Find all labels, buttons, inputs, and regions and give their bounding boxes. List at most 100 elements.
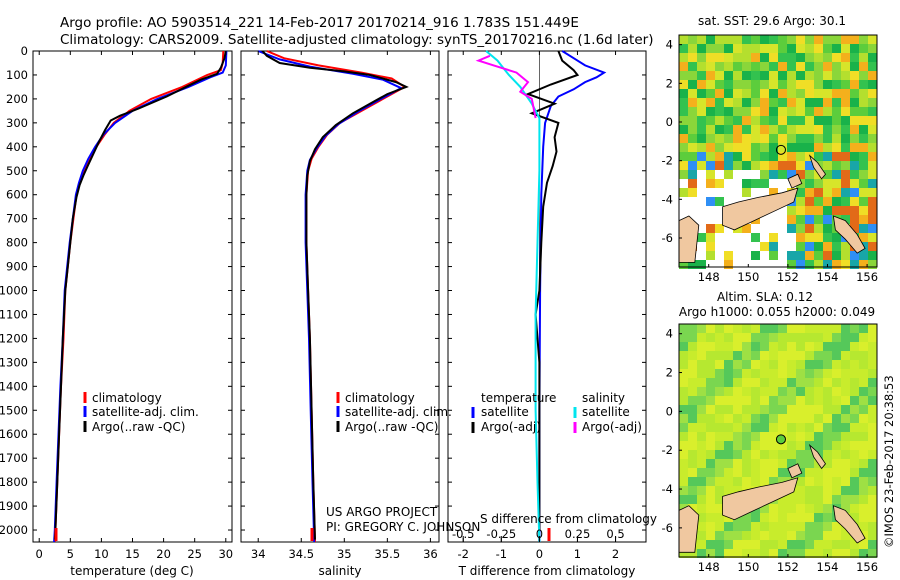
map-cell (859, 333, 868, 342)
map-cell (769, 459, 778, 468)
series-line-salinity-argo-adj- (475, 54, 537, 119)
map-cell (832, 197, 841, 206)
depth-tick-label: 1000 (0, 284, 28, 298)
map-cell (859, 206, 868, 215)
map-cell (724, 450, 733, 459)
map-cell (733, 441, 742, 450)
map-cell (697, 260, 706, 269)
map-cell (850, 432, 859, 441)
map-y-tick-label: 0 (666, 115, 673, 129)
map-cell (679, 260, 688, 269)
map-cell (805, 233, 814, 242)
map-cell (850, 152, 859, 161)
map-cell (688, 260, 697, 269)
map-cell (697, 125, 706, 134)
map-y-tick-label: -2 (662, 154, 673, 168)
map-cell (787, 414, 796, 423)
land-mass (678, 215, 700, 263)
map-cell (706, 486, 715, 495)
map-cell (814, 134, 823, 143)
map-cell (805, 423, 814, 432)
map-cell (805, 71, 814, 80)
map-cell (715, 134, 724, 143)
map-cell (715, 179, 724, 188)
legend-satellite-adj: satellite-adj. clim. (92, 405, 199, 419)
map-cell (760, 531, 769, 540)
map-cell (724, 441, 733, 450)
map-cell (715, 116, 724, 125)
depth-tick-label: 500 (6, 164, 28, 178)
map-cell (715, 468, 724, 477)
map-cell (796, 62, 805, 71)
map-cell (814, 387, 823, 396)
map-cell (868, 62, 877, 71)
map-cell (868, 324, 877, 333)
map-cell (778, 80, 787, 89)
map-cell (814, 242, 823, 251)
map-cell (787, 251, 796, 260)
depth-tick-label: 1300 (0, 355, 28, 369)
map-cell (859, 459, 868, 468)
map-cell (697, 387, 706, 396)
map-cell (859, 116, 868, 125)
s-tick-label: -0.5 (452, 527, 474, 541)
map-cell (787, 152, 796, 161)
map-cell (823, 179, 832, 188)
map-cell (796, 396, 805, 405)
map-cell (769, 134, 778, 143)
map-cell (706, 206, 715, 215)
figure-title-line1: Argo profile: AO 5903514_221 14-Feb-2017… (60, 15, 579, 31)
map-cell (742, 179, 751, 188)
map-cell (688, 369, 697, 378)
map-cell (769, 477, 778, 486)
map-cell (697, 333, 706, 342)
map-cell (679, 324, 688, 333)
map-cell (787, 459, 796, 468)
map-cell (733, 531, 742, 540)
x-tick-label: 0 (36, 547, 43, 561)
map-cell (868, 134, 877, 143)
map-cell (688, 504, 697, 513)
map-cell (706, 215, 715, 224)
map-cell (715, 152, 724, 161)
map-cell (796, 170, 805, 179)
map-cell (823, 152, 832, 161)
map-cell (742, 351, 751, 360)
map-cell (751, 98, 760, 107)
map-cell (868, 522, 877, 531)
map-cell (823, 351, 832, 360)
map-cell (832, 324, 841, 333)
map-cell (688, 549, 697, 558)
map-cell (679, 98, 688, 107)
depth-tick-label: 200 (6, 92, 28, 106)
x-tick-label: 1 (574, 547, 581, 561)
map-cell (706, 179, 715, 188)
map-cell (814, 477, 823, 486)
map-cell (805, 35, 814, 44)
map-cell (688, 378, 697, 387)
map-cell (760, 161, 769, 170)
map-cell (796, 333, 805, 342)
map-cell (796, 351, 805, 360)
map-cell (706, 35, 715, 44)
map-cell (859, 44, 868, 53)
map-cell (697, 486, 706, 495)
map-cell (769, 387, 778, 396)
map-cell (688, 179, 697, 188)
map-cell (751, 513, 760, 522)
map-cell (850, 477, 859, 486)
map-cell (823, 549, 832, 558)
map-cell (841, 549, 850, 558)
map-cell (841, 188, 850, 197)
map-cell (688, 423, 697, 432)
map-cell (850, 116, 859, 125)
map-cell (769, 170, 778, 179)
map-cell (751, 396, 760, 405)
map-cell (787, 324, 796, 333)
map-cell (679, 152, 688, 161)
map-cell (868, 35, 877, 44)
map-cell (778, 414, 787, 423)
map-cell (769, 549, 778, 558)
map-cell (832, 107, 841, 116)
map-cell (742, 242, 751, 251)
